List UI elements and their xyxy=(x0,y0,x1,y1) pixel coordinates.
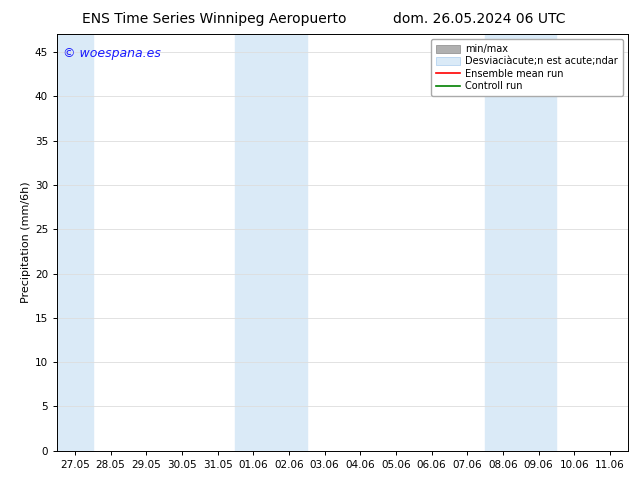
Bar xyxy=(235,34,307,451)
Text: ENS Time Series Winnipeg Aeropuerto: ENS Time Series Winnipeg Aeropuerto xyxy=(82,12,347,26)
Text: dom. 26.05.2024 06 UTC: dom. 26.05.2024 06 UTC xyxy=(393,12,566,26)
Legend: min/max, Desviaciàcute;n est acute;ndar, Ensemble mean run, Controll run: min/max, Desviaciàcute;n est acute;ndar,… xyxy=(431,39,623,96)
Bar xyxy=(485,34,557,451)
Bar xyxy=(57,34,93,451)
Text: © woespana.es: © woespana.es xyxy=(63,47,160,60)
Y-axis label: Precipitation (mm/6h): Precipitation (mm/6h) xyxy=(21,182,30,303)
